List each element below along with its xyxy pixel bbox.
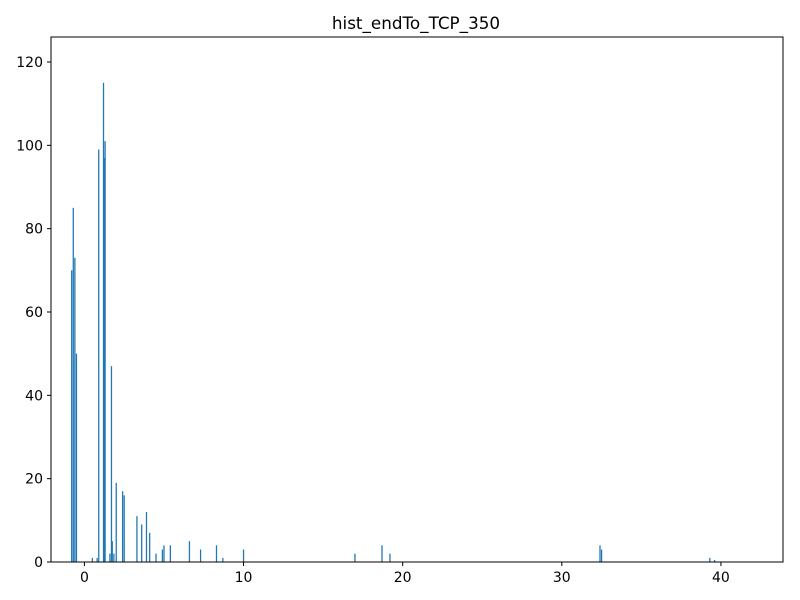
histogram-bar	[599, 545, 601, 562]
histogram-bar	[354, 553, 356, 562]
axes-layer: 0 10 20 30 40 0 20 40 60 80 100 120	[16, 36, 784, 586]
histogram-bar	[188, 541, 191, 562]
y-tick-label: 0	[34, 555, 43, 571]
y-tick-label: 40	[25, 388, 43, 404]
y-tick-label: 20	[25, 472, 43, 488]
y-tick-label: 80	[25, 222, 43, 238]
y-tick-label: 120	[16, 55, 43, 71]
histogram-bar	[169, 545, 171, 562]
histogram-bar	[110, 366, 113, 562]
histogram-bar	[121, 491, 124, 562]
histogram-bar	[75, 353, 78, 562]
histogram-bar	[96, 557, 98, 562]
x-tick-label: 20	[394, 570, 412, 586]
bars-layer	[71, 82, 716, 563]
histogram-bar	[389, 553, 391, 562]
histogram-bar	[123, 495, 125, 562]
histogram-bar	[381, 545, 383, 562]
histogram-bar	[72, 207, 74, 563]
histogram-bar	[136, 516, 138, 562]
x-tick-label: 10	[235, 570, 253, 586]
histogram-bar	[102, 82, 105, 562]
histogram-bar	[104, 141, 106, 562]
x-tick-label: 30	[553, 570, 571, 586]
histogram-bar	[109, 553, 111, 562]
histogram-bar	[709, 557, 711, 562]
chart-title: hist_endTo_TCP_350	[332, 13, 500, 34]
histogram-bar	[71, 270, 73, 562]
histogram-bar	[98, 149, 100, 562]
histogram-bar	[91, 557, 94, 562]
histogram-bar	[115, 482, 117, 562]
histogram-bar	[199, 549, 202, 562]
histogram-bar	[600, 549, 603, 562]
histogram-bar	[113, 553, 115, 562]
histogram-bar	[103, 157, 105, 563]
histogram-bar	[111, 541, 113, 562]
histogram-bar	[222, 557, 224, 562]
histogram-bar	[713, 559, 716, 562]
histogram-bar	[242, 549, 245, 562]
y-tick-label: 100	[16, 138, 43, 154]
histogram-bar	[161, 549, 164, 562]
histogram-bar	[141, 524, 143, 562]
histogram-bar	[149, 532, 151, 562]
histogram-bar	[163, 545, 165, 562]
histogram-bar	[145, 512, 148, 562]
histogram-bar	[155, 553, 157, 562]
y-tick-label: 60	[25, 305, 43, 321]
x-tick-label: 40	[712, 570, 730, 586]
histogram-bar	[74, 257, 76, 562]
histogram-bar	[215, 545, 218, 562]
x-tick-label: 0	[80, 570, 89, 586]
plot-frame	[50, 36, 784, 563]
